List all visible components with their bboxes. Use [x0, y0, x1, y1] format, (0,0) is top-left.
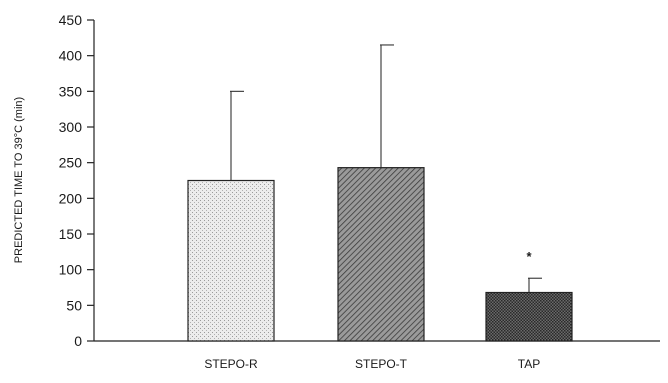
- y-tick-label: 250: [59, 155, 83, 171]
- category-label-stepo-r: STEPO-R: [204, 357, 258, 371]
- y-tick-label: 50: [66, 297, 82, 313]
- y-tick-label: 350: [59, 83, 83, 99]
- y-tick-label: 0: [74, 333, 82, 349]
- category-labels: STEPO-R STEPO-T TAP: [204, 357, 540, 371]
- y-ticks: 0 50 100 150 200 250 300 350 400 450: [59, 12, 94, 349]
- y-tick-label: 200: [59, 190, 83, 206]
- category-label-stepo-t: STEPO-T: [355, 357, 408, 371]
- y-axis-label: PREDICTED TIME TO 39°C (min): [13, 97, 25, 263]
- y-tick-label: 300: [59, 119, 83, 135]
- y-tick-label: 400: [59, 48, 83, 64]
- significance-marker: *: [526, 249, 532, 264]
- bar-stepo-r: [187, 179, 275, 342]
- bars: [187, 167, 573, 342]
- annotations: *: [526, 249, 532, 264]
- y-tick-label: 450: [59, 12, 83, 28]
- bar-tap: [485, 291, 573, 342]
- error-bars: [230, 44, 542, 293]
- bar-stepo-t: [337, 167, 425, 342]
- y-tick-label: 150: [59, 226, 83, 242]
- y-tick-label: 100: [59, 262, 83, 278]
- category-label-tap: TAP: [518, 357, 540, 371]
